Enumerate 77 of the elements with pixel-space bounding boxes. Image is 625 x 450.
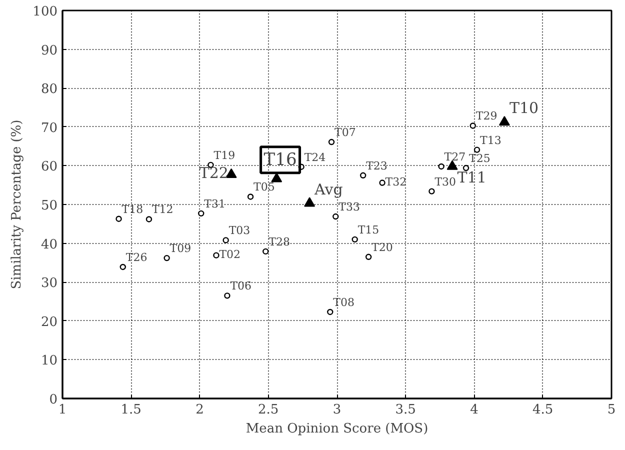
data-label: T22 — [199, 164, 228, 182]
data-label: T10 — [509, 99, 539, 118]
x-tick-label: 3.5 — [395, 402, 416, 418]
point — [262, 248, 269, 255]
x-tick-label: 1.5 — [120, 402, 142, 418]
point — [120, 264, 126, 270]
x-tick-label: 4.5 — [532, 402, 554, 418]
data-label: T30 — [434, 175, 456, 188]
data-label: T32 — [385, 175, 407, 188]
data-label: T13 — [480, 134, 502, 147]
point — [352, 236, 358, 243]
y-tick-label: 30 — [40, 276, 58, 292]
y-tick-label: 80 — [40, 82, 58, 98]
data-label: T27 — [444, 150, 466, 164]
point — [247, 194, 254, 200]
y-tick-label: 10 — [40, 354, 58, 369]
point — [224, 292, 230, 299]
y-tick-label: 90 — [40, 43, 58, 58]
y-tick-label: 70 — [40, 120, 58, 136]
data-label: T12 — [152, 203, 174, 216]
data-label: T23 — [366, 159, 388, 172]
y-tick-label: 100 — [32, 4, 58, 20]
y-tick-label: 50 — [40, 198, 58, 214]
data-label: T07 — [334, 126, 356, 140]
point — [428, 188, 435, 194]
point — [116, 216, 122, 222]
point — [474, 146, 480, 153]
data-label: T18 — [122, 202, 144, 216]
data-label: T02 — [219, 248, 241, 261]
data-label: T26 — [126, 250, 148, 264]
annotation: T16 — [264, 150, 297, 170]
data-label: T06 — [230, 280, 252, 293]
point — [438, 163, 444, 170]
data-label: T03 — [228, 224, 250, 238]
point — [327, 308, 334, 316]
x-axis-title: Mean Opinion Score (MOS) — [246, 422, 428, 436]
point — [360, 172, 366, 178]
data-label: T20 — [372, 240, 393, 254]
point — [365, 254, 372, 260]
y-tick-label: 60 — [40, 160, 58, 175]
y-tick-label: 40 — [40, 237, 58, 252]
y-axis-title: Similarity Percentage (%) — [10, 120, 25, 290]
data-label: T28 — [268, 235, 290, 248]
point — [271, 172, 282, 182]
data-label: T33 — [338, 200, 360, 214]
x-tick-label: 2.5 — [258, 402, 279, 418]
x-tick-label: 3 — [332, 402, 342, 418]
data-label: T25 — [469, 152, 490, 166]
point — [198, 210, 204, 217]
point — [222, 237, 229, 244]
point — [304, 197, 316, 207]
data-label: T29 — [476, 110, 498, 123]
point — [446, 160, 458, 170]
point — [164, 254, 170, 262]
data-label: T31 — [204, 197, 226, 210]
point — [498, 116, 510, 126]
x-tick-label: 5 — [607, 402, 616, 418]
x-tick-label: 1 — [58, 402, 67, 418]
point — [146, 216, 152, 222]
data-label: T15 — [358, 223, 380, 236]
data-label: T11 — [457, 168, 486, 186]
data-label: T19 — [214, 148, 236, 162]
y-tick-label: 20 — [40, 314, 58, 330]
y-tick-label: 0 — [49, 392, 58, 408]
point — [328, 138, 335, 146]
point — [332, 213, 339, 220]
data-label: T09 — [170, 242, 192, 256]
data-label: T24 — [304, 150, 326, 164]
x-tick-label: 4 — [470, 402, 478, 418]
data-label: T08 — [333, 296, 354, 309]
point — [470, 122, 476, 129]
point — [213, 252, 220, 258]
point — [379, 180, 386, 186]
point — [462, 164, 470, 172]
x-tick-label: 2 — [196, 402, 204, 418]
data-label: T05 — [254, 180, 275, 194]
data-label: Avg — [314, 180, 344, 198]
